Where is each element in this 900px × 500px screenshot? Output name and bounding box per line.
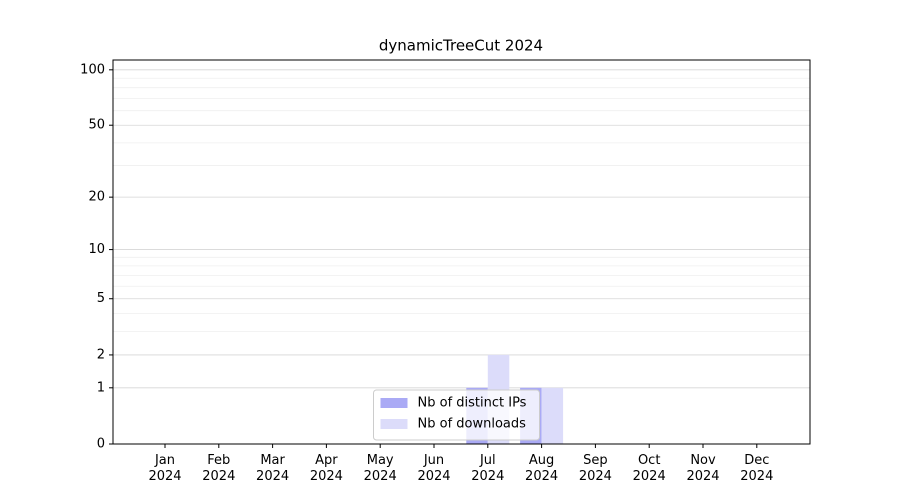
x-tick-label: Mar 2024 [256,453,290,484]
y-tick-label: 1 [97,380,105,395]
bar [541,387,564,444]
x-tick-label: Dec 2024 [740,453,774,484]
y-tick-label: 50 [88,118,105,133]
chart-title: dynamicTreeCut 2024 [379,37,543,55]
x-tick-label: Jul 2024 [471,453,505,484]
x-tick-label: Sep 2024 [578,453,612,484]
legend-swatch [380,398,408,408]
x-tick-label: Nov 2024 [686,453,720,484]
x-tick-label: Jan 2024 [148,453,182,484]
y-tick-label: 100 [80,62,105,77]
y-tick-label: 0 [97,437,105,452]
legend: Nb of distinct IPs Nb of downloads [373,389,540,441]
legend-box [373,389,540,441]
x-tick-label: May 2024 [363,453,397,484]
y-tick-label: 20 [88,190,105,205]
x-tick-label: Aug 2024 [525,453,559,484]
x-tick-label: Oct 2024 [632,453,666,484]
legend-label: Nb of distinct IPs [418,396,527,411]
y-tick-label: 10 [88,242,105,257]
y-tick-label: 5 [97,291,105,306]
y-tick-label: 2 [97,347,105,362]
legend-swatch [380,419,408,429]
plot-frame [112,59,811,445]
x-tick-label: Apr 2024 [309,453,343,484]
x-tick-label: Feb 2024 [202,453,236,484]
grid [113,69,810,445]
legend-label: Nb of downloads [418,417,527,432]
x-tick-label: Jun 2024 [417,453,451,484]
